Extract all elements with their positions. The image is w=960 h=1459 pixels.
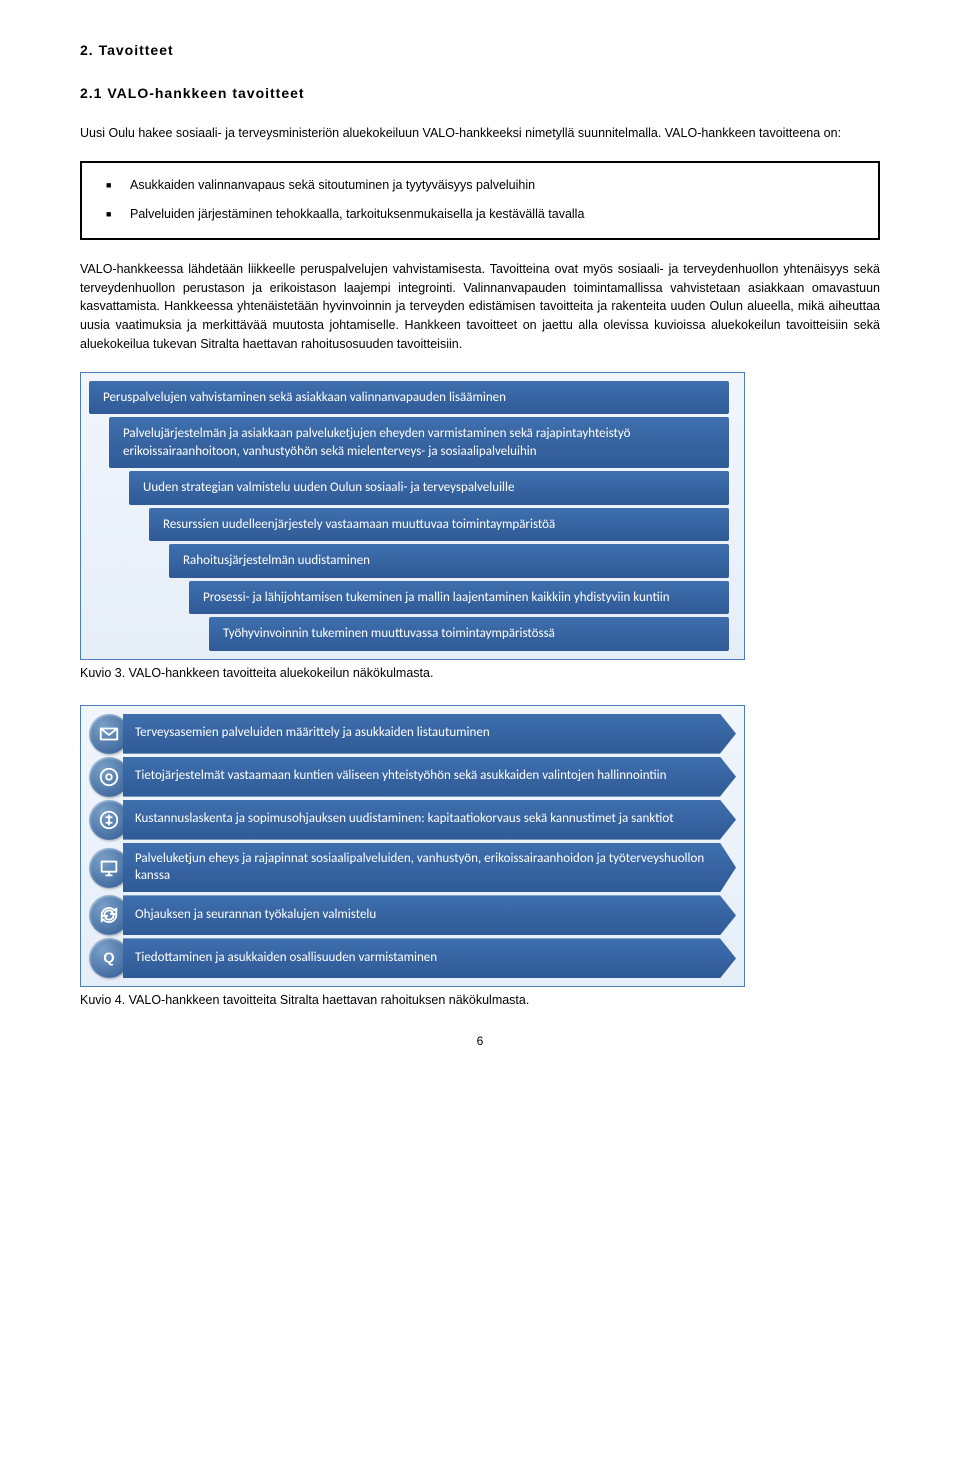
mail-icon [98,723,120,745]
arrow-row: Terveysasemien palveluiden määrittely ja… [89,714,736,754]
goals-list-item: ■ Palveluiden järjestäminen tehokkaalla, … [106,206,854,224]
arrow-row-text: Palveluketjun eheys ja rajapinnat sosiaa… [123,843,736,893]
arrow-row: Q Tiedottaminen ja asukkaiden osallisuude… [89,938,736,978]
refresh-icon [98,904,120,926]
arrow-row: Ohjauksen ja seurannan työkalujen valmis… [89,895,736,935]
arrow-row-text: Terveysasemien palveluiden määrittely ja… [123,714,736,754]
stair-step: Työhyvinvoinnin tukeminen muuttuvassa to… [209,617,729,651]
stair-step: Rahoitusjärjestelmän uudistaminen [169,544,729,578]
body-paragraph: VALO-hankkeessa lähdetään liikkeelle per… [80,260,880,354]
coin-icon [98,809,120,831]
bullet-icon: ■ [106,208,111,221]
goals-list: ■ Asukkaiden valinnanvapaus sekä sitoutum… [106,177,854,224]
arrow-row-text: Kustannuslaskenta ja sopimusohjauksen uu… [123,800,736,840]
intro-paragraph: Uusi Oulu hakee sosiaali- ja terveysmini… [80,124,880,143]
stair-diagram: Peruspalvelujen vahvistaminen sekä asiak… [80,372,745,660]
stair-step: Peruspalvelujen vahvistaminen sekä asiak… [89,381,729,415]
goals-box: ■ Asukkaiden valinnanvapaus sekä sitoutum… [80,161,880,240]
q-icon: Q [98,947,120,969]
page-number: 6 [80,1032,880,1050]
svg-text:Q: Q [103,951,114,967]
section-heading: 2. Tavoitteet [80,40,880,61]
goals-list-item: ■ Asukkaiden valinnanvapaus sekä sitoutum… [106,177,854,195]
figure-3-caption: Kuvio 3. VALO-hankkeen tavoitteita aluek… [80,664,880,683]
arrow-row: Tietojärjestelmät vastaamaan kuntien väl… [89,757,736,797]
stair-step: Prosessi- ja lähijohtamisen tukeminen ja… [189,581,729,615]
screen-icon [98,857,120,879]
subsection-heading: 2.1 VALO-hankkeen tavoitteet [80,83,880,104]
arrow-row-text: Ohjauksen ja seurannan työkalujen valmis… [123,895,736,935]
stair-step: Palvelujärjestelmän ja asiakkaan palvelu… [109,417,729,468]
arrow-row: Palveluketjun eheys ja rajapinnat sosiaa… [89,843,736,893]
stair-step: Resurssien uudelleenjärjestely vastaamaa… [149,508,729,542]
bullet-icon: ■ [106,179,111,192]
arrow-row-text: Tietojärjestelmät vastaamaan kuntien väl… [123,757,736,797]
goals-list-item-text: Palveluiden järjestäminen tehokkaalla, t… [130,207,584,221]
goals-list-item-text: Asukkaiden valinnanvapaus sekä sitoutumi… [130,178,535,192]
arrow-diagram: Terveysasemien palveluiden määrittely ja… [80,705,745,988]
stair-step: Uuden strategian valmistelu uuden Oulun … [129,471,729,505]
arrow-row: Kustannuslaskenta ja sopimusohjauksen uu… [89,800,736,840]
arrow-row-text: Tiedottaminen ja asukkaiden osallisuuden… [123,938,736,978]
figure-4-caption: Kuvio 4. VALO-hankkeen tavoitteita Sitra… [80,991,880,1010]
disk-icon [98,766,120,788]
